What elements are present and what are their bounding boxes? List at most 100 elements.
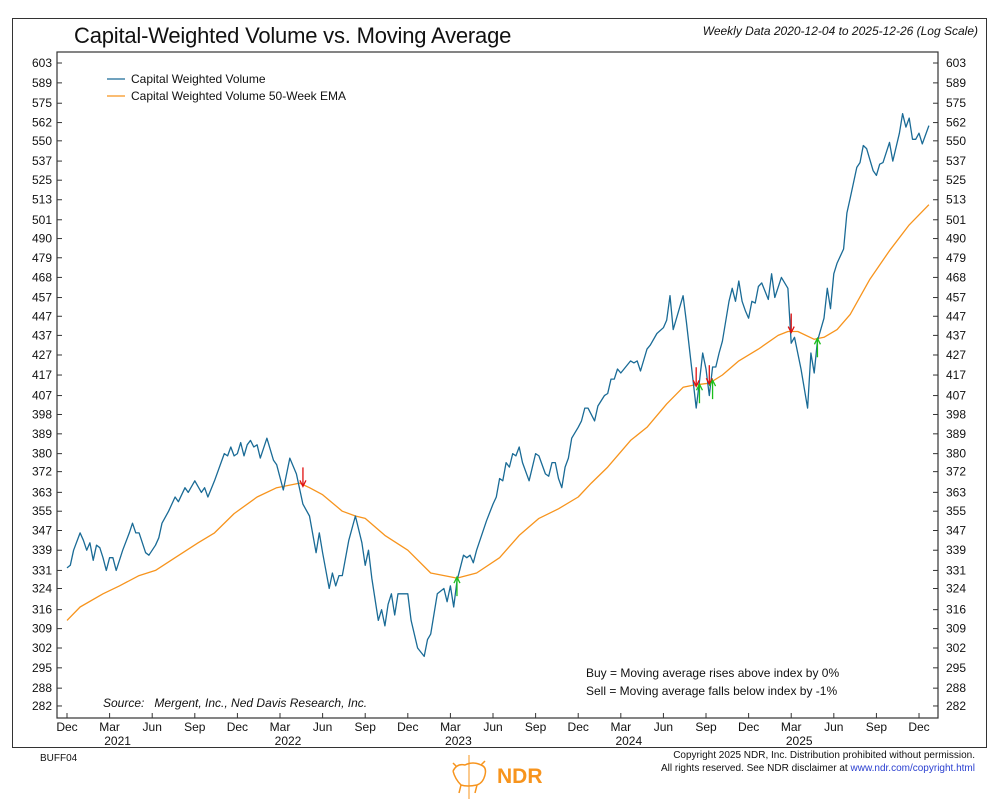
y-tick-label-right: 490 bbox=[946, 232, 966, 246]
y-tick-label-right: 575 bbox=[946, 96, 966, 110]
x-tick-label: Sep bbox=[525, 720, 547, 734]
y-tick-label-right: 513 bbox=[946, 193, 966, 207]
y-tick-label-right: 427 bbox=[946, 348, 966, 362]
x-year-label: 2025 bbox=[786, 734, 813, 748]
chart-code: BUFF04 bbox=[40, 753, 78, 764]
chart-frame bbox=[12, 18, 987, 748]
buy-signal-arrow bbox=[708, 378, 717, 400]
x-year-label: 2021 bbox=[104, 734, 131, 748]
y-tick-label-right: 550 bbox=[946, 134, 966, 148]
y-tick-label-left: 603 bbox=[32, 56, 52, 70]
y-axis: 603 603 589 589 575 575 562 562 550 550 537 537 525 5… bbox=[32, 56, 966, 713]
chart-title: Capital-Weighted Volume vs. Moving Avera… bbox=[74, 23, 512, 48]
copyright-line-2-text: All rights reserved. See NDR disclaimer … bbox=[660, 763, 851, 774]
y-tick-label-left: 537 bbox=[32, 154, 52, 168]
sell-signal-arrow bbox=[787, 313, 795, 334]
volume-line bbox=[66, 112, 930, 658]
buy-signal-arrow bbox=[695, 382, 704, 404]
y-tick-label-left: 282 bbox=[32, 699, 52, 713]
y-tick-label-left: 331 bbox=[32, 563, 52, 577]
y-tick-label-right: 380 bbox=[946, 447, 966, 461]
y-tick-label-left: 398 bbox=[32, 407, 52, 421]
y-tick-label-left: 347 bbox=[32, 523, 52, 537]
legend: Capital Weighted Volume Capital Weighted… bbox=[107, 72, 346, 103]
x-tick-label: Sep bbox=[866, 720, 888, 734]
y-tick-label-right: 437 bbox=[946, 328, 966, 342]
y-tick-label-left: 324 bbox=[32, 582, 52, 596]
x-tick-label: Mar bbox=[610, 720, 631, 734]
y-tick-label-left: 339 bbox=[32, 543, 52, 557]
x-tick-label: Jun bbox=[824, 720, 843, 734]
x-tick-label: Jun bbox=[313, 720, 332, 734]
y-tick-label-right: 407 bbox=[946, 389, 966, 403]
chart-subtitle: Weekly Data 2020-12-04 to 2025-12-26 (Lo… bbox=[702, 24, 978, 38]
copyright-line-2: All rights reserved. See NDR disclaimer … bbox=[661, 762, 975, 775]
y-tick-label-right: 295 bbox=[946, 661, 966, 675]
sell-signal-arrow bbox=[705, 365, 713, 386]
signal-arrows bbox=[299, 313, 822, 597]
copyright-line-1: Copyright 2025 NDR, Inc. Distribution pr… bbox=[673, 750, 975, 761]
y-tick-label-right: 355 bbox=[946, 504, 966, 518]
plot-area bbox=[56, 51, 939, 719]
sell-rule-note: Sell = Moving average falls below index … bbox=[586, 684, 837, 698]
y-tick-label-left: 457 bbox=[32, 291, 52, 305]
x-year-label: 2024 bbox=[615, 734, 642, 748]
x-tick-label: Jun bbox=[143, 720, 162, 734]
y-tick-label-left: 295 bbox=[32, 661, 52, 675]
x-tick-label: Dec bbox=[56, 720, 77, 734]
y-tick-label-left: 562 bbox=[32, 116, 52, 130]
y-tick-label-right: 525 bbox=[946, 173, 966, 187]
y-tick-label-right: 309 bbox=[946, 622, 966, 636]
y-tick-label-right: 447 bbox=[946, 309, 966, 323]
y-tick-label-right: 324 bbox=[946, 582, 966, 596]
y-tick-label-right: 288 bbox=[946, 681, 966, 695]
y-tick-label-left: 575 bbox=[32, 96, 52, 110]
y-tick-label-right: 282 bbox=[946, 699, 966, 713]
x-tick-label: Sep bbox=[184, 720, 206, 734]
ndr-logo-text: NDR bbox=[497, 765, 543, 788]
y-tick-label-left: 372 bbox=[32, 465, 52, 479]
y-tick-label-left: 437 bbox=[32, 328, 52, 342]
y-tick-label-right: 339 bbox=[946, 543, 966, 557]
buy-rule-note: Buy = Moving average rises above index b… bbox=[586, 666, 839, 680]
x-tick-label: Jun bbox=[483, 720, 502, 734]
y-tick-label-left: 309 bbox=[32, 622, 52, 636]
copyright-notice: Copyright 2025 NDR, Inc. Distribution pr… bbox=[661, 749, 975, 775]
y-tick-label-right: 468 bbox=[946, 270, 966, 284]
y-tick-label-left: 316 bbox=[32, 603, 52, 617]
x-year-label: 2022 bbox=[275, 734, 302, 748]
y-tick-label-left: 525 bbox=[32, 173, 52, 187]
y-tick-label-right: 501 bbox=[946, 213, 966, 227]
copyright-link[interactable]: www.ndr.com/copyright.html bbox=[850, 763, 976, 774]
y-tick-label-right: 562 bbox=[946, 116, 966, 130]
y-tick-label-left: 589 bbox=[32, 76, 52, 90]
bull-icon bbox=[452, 755, 487, 799]
buy-signal-arrow bbox=[813, 336, 822, 358]
y-tick-label-right: 589 bbox=[946, 76, 966, 90]
y-tick-label-left: 380 bbox=[32, 447, 52, 461]
source-note: Source: Mergent, Inc., Ned Davis Researc… bbox=[103, 696, 367, 710]
y-tick-label-left: 389 bbox=[32, 427, 52, 441]
y-tick-label-left: 513 bbox=[32, 193, 52, 207]
y-tick-label-left: 417 bbox=[32, 368, 52, 382]
sell-signal-arrow bbox=[692, 367, 700, 388]
x-tick-label: Sep bbox=[355, 720, 377, 734]
y-tick-label-left: 355 bbox=[32, 504, 52, 518]
y-tick-label-left: 427 bbox=[32, 348, 52, 362]
x-tick-label: Jun bbox=[654, 720, 673, 734]
x-tick-label: Mar bbox=[440, 720, 461, 734]
ndr-logo: NDR bbox=[447, 755, 543, 799]
y-tick-label-left: 288 bbox=[32, 681, 52, 695]
x-tick-label: Dec bbox=[568, 720, 589, 734]
x-tick-label: Mar bbox=[99, 720, 120, 734]
y-tick-label-left: 550 bbox=[32, 134, 52, 148]
y-tick-label-right: 389 bbox=[946, 427, 966, 441]
y-tick-label-left: 302 bbox=[32, 641, 52, 655]
y-tick-label-right: 372 bbox=[946, 465, 966, 479]
y-tick-label-left: 490 bbox=[32, 232, 52, 246]
sell-signal-arrow bbox=[299, 467, 307, 488]
y-tick-label-right: 316 bbox=[946, 603, 966, 617]
y-tick-label-right: 331 bbox=[946, 563, 966, 577]
y-tick-label-right: 398 bbox=[946, 407, 966, 421]
